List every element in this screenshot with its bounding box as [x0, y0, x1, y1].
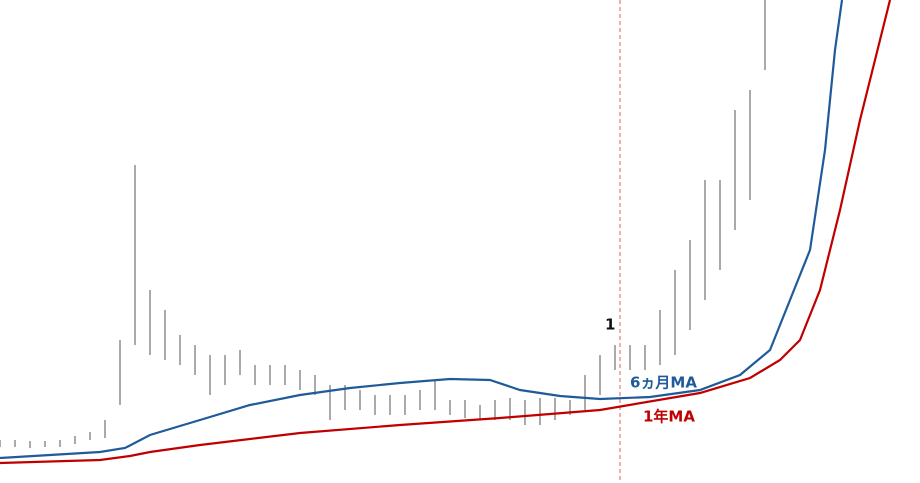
series-label: 1年MA	[643, 408, 695, 426]
series-label: 6ヵ月MA	[630, 374, 697, 392]
ma-line	[0, 0, 892, 465]
event-label: 1	[605, 316, 615, 334]
ma-line	[0, 0, 844, 460]
